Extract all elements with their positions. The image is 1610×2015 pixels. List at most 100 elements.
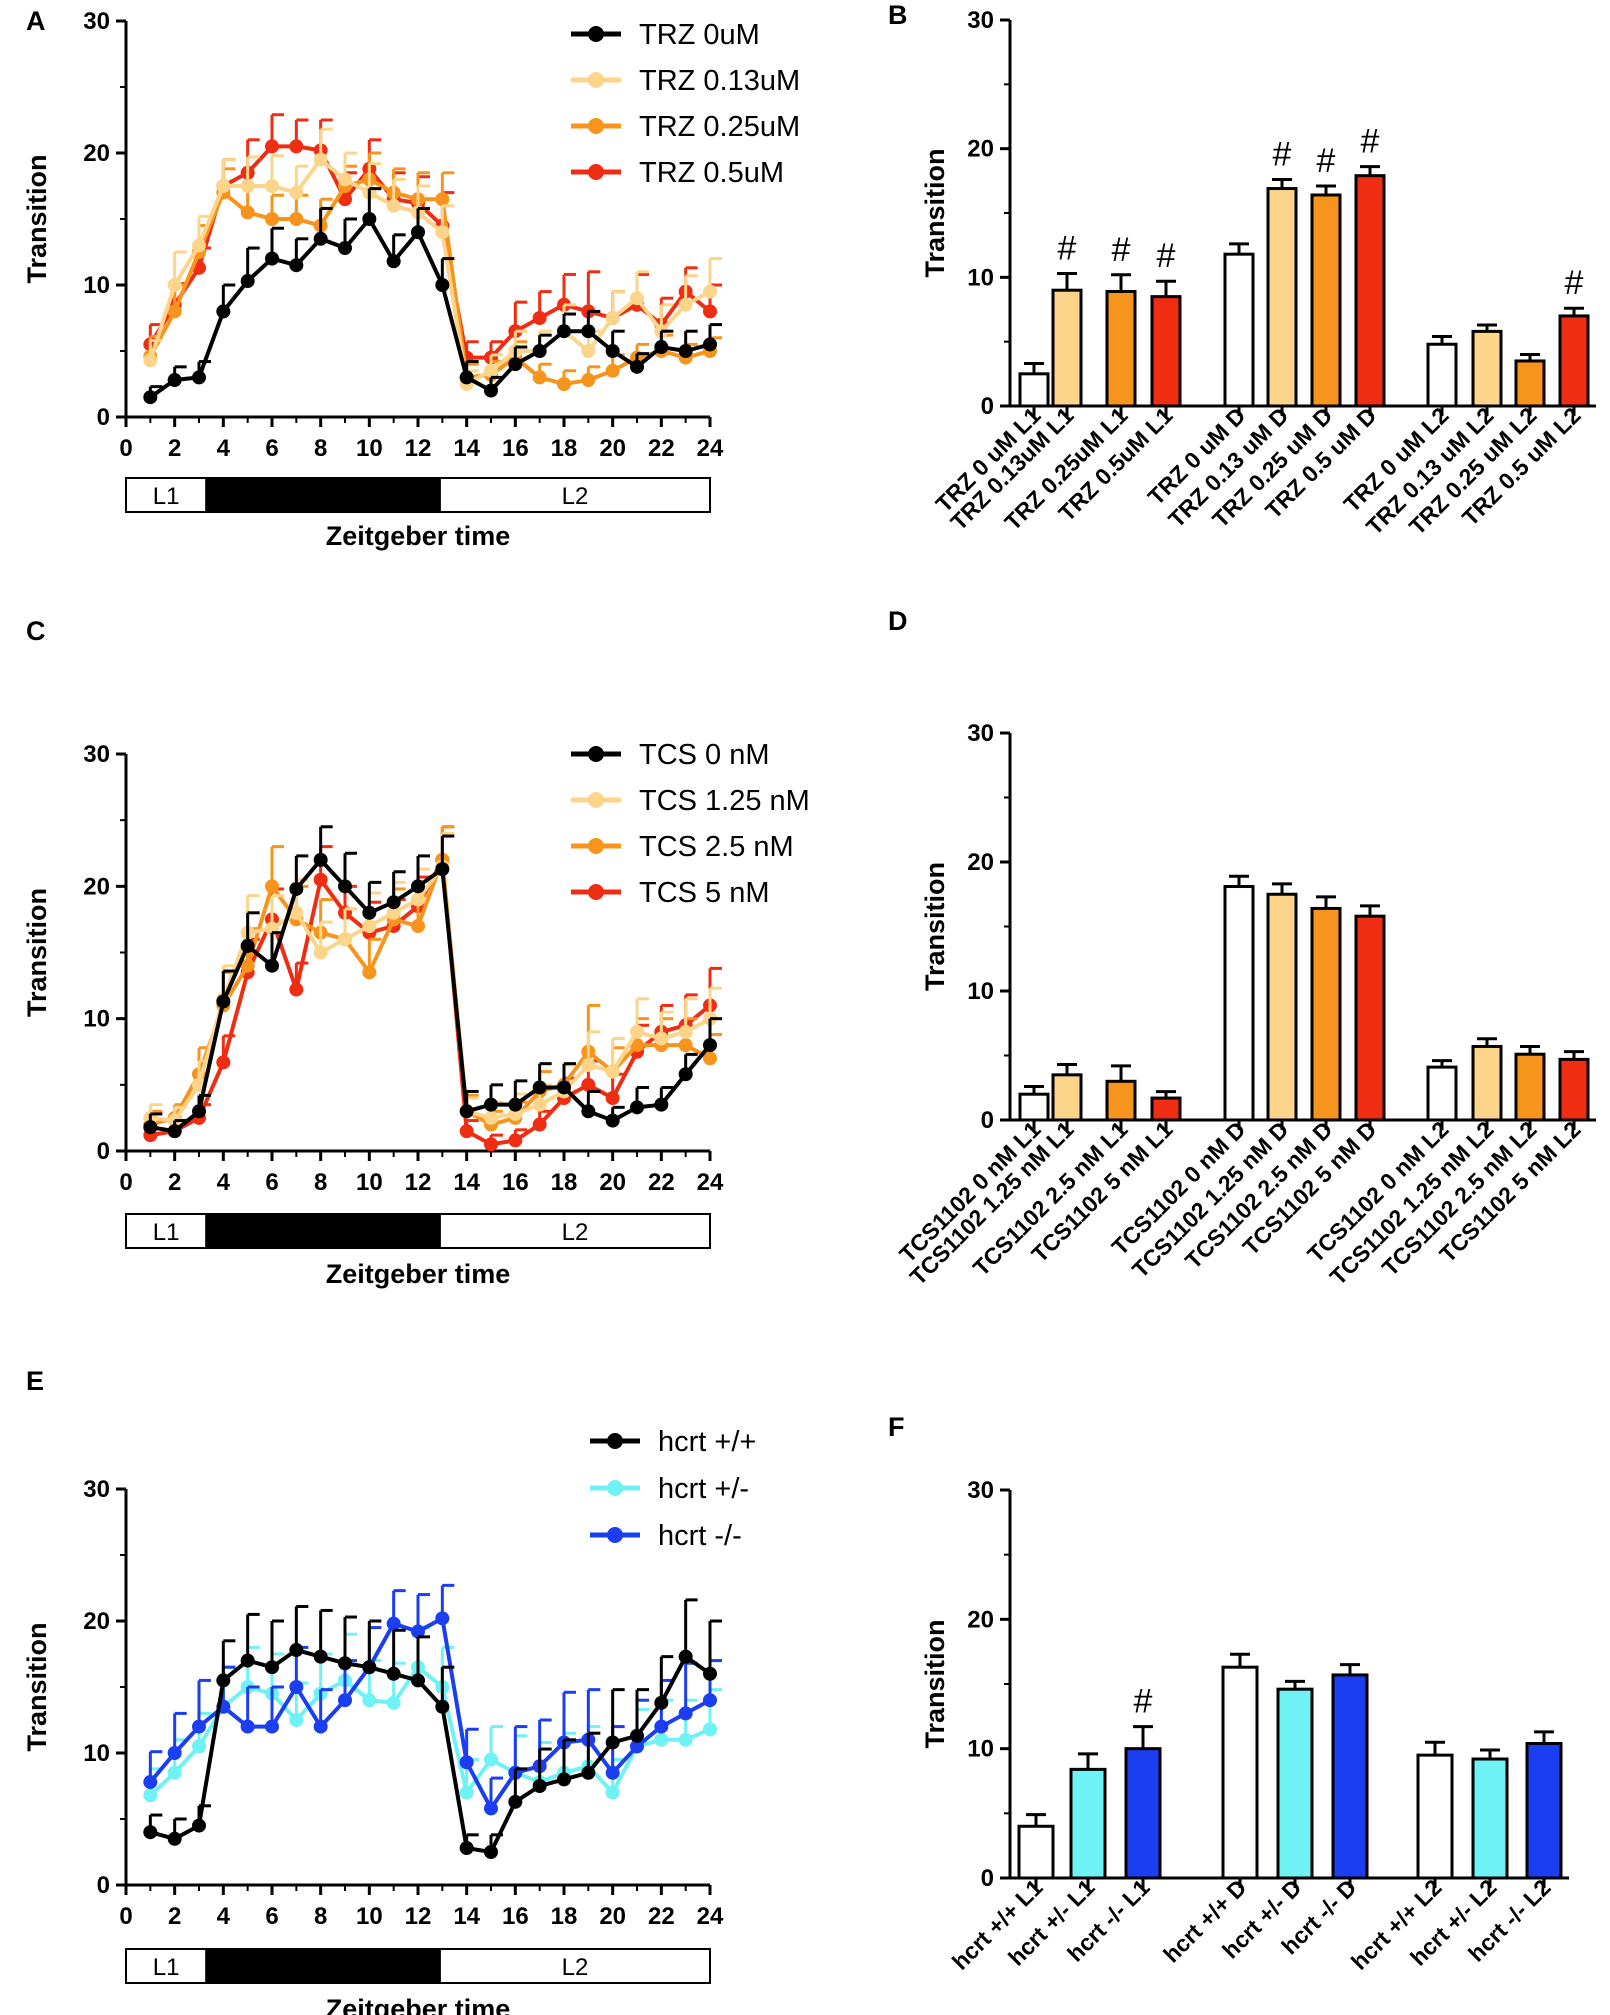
data-point (605, 1785, 620, 1800)
data-point (216, 179, 231, 193)
legend-swatch-marker (588, 838, 604, 854)
bar (1276, 1687, 1314, 1880)
bar (1416, 1753, 1454, 1880)
data-point (240, 1653, 255, 1668)
data-point (313, 231, 328, 246)
data-point (678, 1067, 693, 1082)
bar (1018, 372, 1050, 408)
x-tick-label: 8 (314, 1169, 327, 1196)
data-point (362, 965, 377, 980)
data-point (605, 363, 620, 378)
legend-swatch-marker (607, 1527, 623, 1543)
significance-marker: # (1361, 123, 1380, 161)
data-point (265, 958, 279, 973)
y-tick-label: 0 (981, 1865, 994, 1892)
data-point (167, 373, 182, 388)
y-tick-label: 0 (97, 1138, 110, 1165)
bar (1105, 289, 1137, 408)
phase-label: L2 (562, 1219, 589, 1246)
data-point (508, 1133, 523, 1148)
y-tick-label: 20 (967, 136, 994, 163)
bar (1354, 914, 1386, 1122)
phase-label: D (314, 1954, 331, 1981)
data-point (678, 297, 693, 312)
data-point (605, 1735, 620, 1750)
bar (1266, 892, 1298, 1122)
series-trz-0-5um (143, 113, 722, 365)
data-point (435, 1699, 450, 1714)
data-point (386, 198, 401, 213)
data-point (581, 324, 596, 339)
legend-label: TCS 5 nM (639, 877, 770, 909)
data-point (362, 905, 377, 920)
data-point (338, 192, 352, 207)
x-tick-label: 6 (265, 1169, 278, 1196)
data-point (484, 1097, 498, 1112)
x-tick-label: 4 (217, 435, 231, 462)
data-point (678, 1732, 693, 1747)
data-point (313, 945, 328, 960)
data-point (557, 377, 571, 391)
bar (1018, 1092, 1050, 1122)
legend-swatch-marker (607, 1433, 623, 1449)
data-point (167, 304, 182, 319)
data-point (484, 1801, 498, 1816)
bar (1514, 359, 1546, 408)
x-tick-label: 12 (405, 435, 432, 462)
data-point (532, 370, 547, 385)
data-point (192, 238, 206, 253)
bar (1223, 252, 1255, 408)
series-line (148, 1616, 711, 1811)
significance-marker: # (1112, 231, 1131, 269)
bar (1124, 1747, 1162, 1880)
data-point (557, 1772, 571, 1787)
bar (1426, 342, 1458, 408)
data-point (605, 311, 620, 325)
x-tick-label: 18 (551, 1903, 578, 1930)
data-point (459, 1785, 474, 1800)
data-point (192, 1719, 206, 1734)
phase-l2 (438, 477, 711, 513)
data-point (630, 1100, 644, 1115)
bar (1221, 1665, 1259, 1880)
x-tick-label: 18 (551, 1169, 578, 1196)
data-point (484, 383, 498, 398)
x-tick-label: 20 (599, 435, 626, 462)
y-tick-label: 0 (97, 1872, 110, 1899)
y-tick-label: 10 (967, 264, 994, 291)
data-point (143, 1120, 158, 1135)
data-point (289, 1680, 304, 1694)
legend-label: hcrt +/+ (658, 1426, 756, 1458)
panel-letter: F (888, 1412, 905, 1442)
series-line (148, 1665, 711, 1797)
y-tick-label: 30 (83, 8, 110, 35)
data-point (289, 139, 304, 154)
data-point (143, 1775, 158, 1790)
phase-label: L1 (153, 1954, 180, 1981)
data-point (386, 905, 401, 920)
y-tick-label: 20 (83, 1608, 110, 1635)
x-tick-label: 8 (314, 435, 327, 462)
y-tick-label: 30 (83, 741, 110, 768)
legend-label: TRZ 0.13uM (639, 65, 800, 97)
data-point (435, 1611, 450, 1626)
data-point (265, 1719, 279, 1734)
legend-label: TCS 2.5 nM (639, 831, 794, 863)
bar (1471, 1044, 1503, 1122)
x-tick-label: 20 (599, 1169, 626, 1196)
data-point (605, 1113, 620, 1128)
data-point (532, 1779, 547, 1793)
data-point (459, 1755, 474, 1770)
bar (1310, 193, 1342, 408)
data-point (654, 1097, 669, 1112)
phase-label: L1 (153, 1219, 180, 1246)
y-axis-title: Transition (22, 888, 52, 1017)
data-point (386, 254, 401, 269)
x-tick-label: 2 (168, 435, 181, 462)
bar (1069, 1767, 1107, 1880)
data-point (484, 1110, 498, 1125)
x-tick-label: 24 (697, 435, 724, 462)
data-point (581, 1057, 596, 1072)
data-point (605, 1765, 620, 1780)
data-point (532, 1080, 547, 1095)
